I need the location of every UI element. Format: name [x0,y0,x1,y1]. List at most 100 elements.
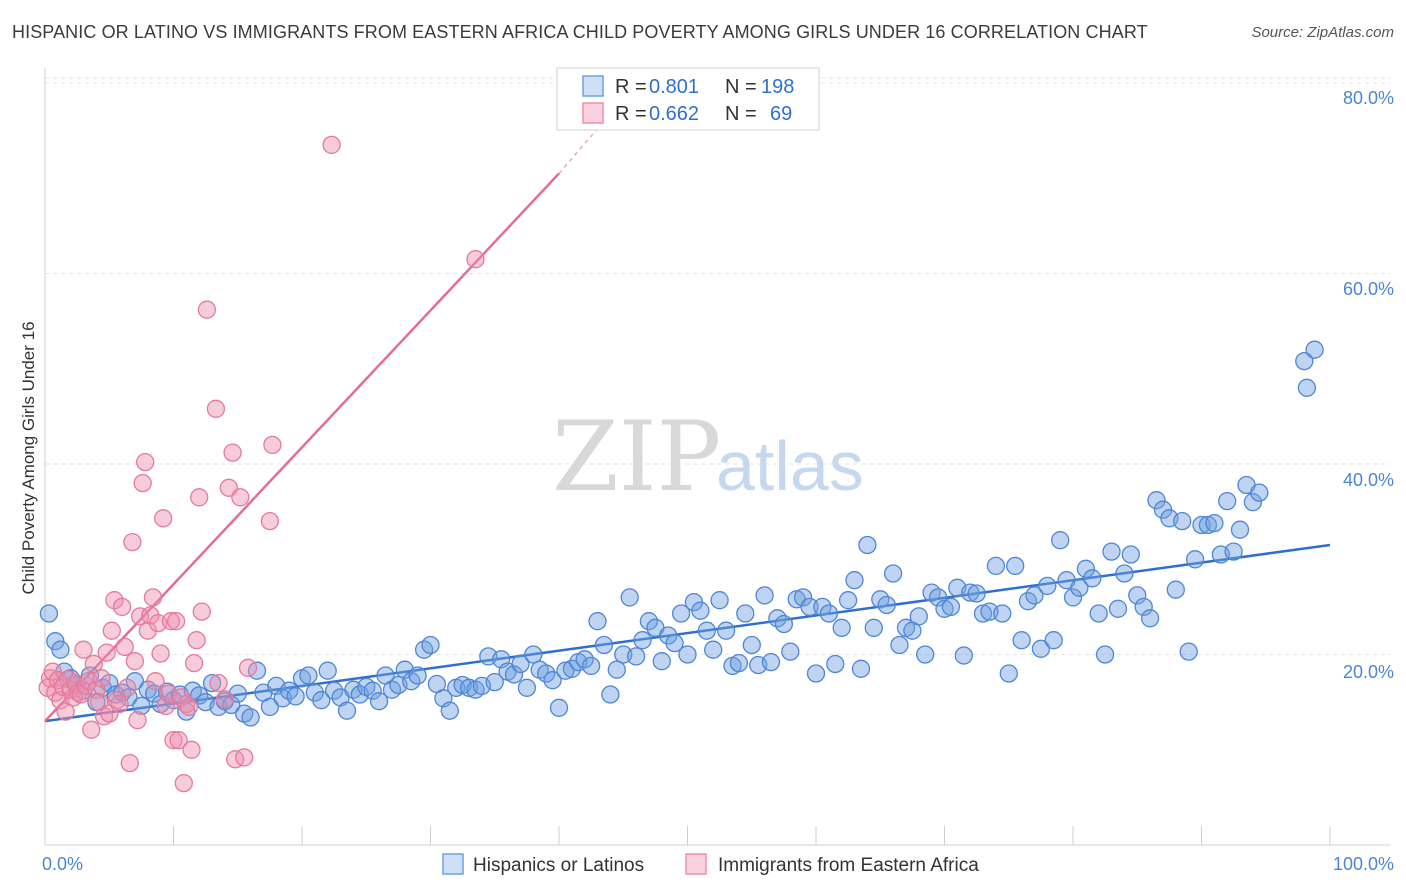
y-axis-label: Child Poverty Among Girls Under 16 [19,321,38,594]
data-point-hispanic [858,535,877,555]
eastern-africa-points [38,135,485,793]
data-point-hispanic [877,595,896,615]
data-point-hispanic [761,652,781,672]
x-ticks [44,826,1331,845]
data-point-hispanic [601,685,620,704]
data-point-hispanic [781,642,800,661]
data-point-hispanic [511,654,530,674]
data-point-eastern-africa [174,773,193,793]
data-point-hispanic [691,601,710,620]
data-point-hispanic [1140,609,1160,628]
watermark: ZIP atlas [552,401,864,513]
data-point-hispanic [408,666,427,685]
y-tick-label-80: 80.0% [1343,88,1394,108]
data-point-eastern-africa [143,588,163,607]
data-point-hispanic [1012,631,1031,650]
data-point-eastern-africa [43,662,62,681]
data-point-hispanic [1108,599,1128,618]
data-point-hispanic [838,591,858,610]
data-point-hispanic [543,671,562,690]
bottom-legend: Hispanics or Latinos Immigrants from Eas… [442,853,979,876]
legend-n-label-2: N = [725,103,757,125]
hispanic-points [39,340,1324,727]
data-point-eastern-africa [110,694,129,714]
legend-swatch-hispanic [582,75,604,97]
data-point-eastern-africa [120,753,139,773]
watermark-atlas: atlas [716,427,864,505]
data-point-eastern-africa [238,658,258,677]
data-point-eastern-africa [184,653,204,673]
data-point-hispanic [800,597,819,617]
data-point-hispanic [928,588,948,607]
data-point-hispanic [729,653,749,673]
legend-r-label-1: R = [615,76,647,98]
data-point-hispanic [864,618,883,637]
y-tick-label-20: 20.0% [1343,662,1394,682]
x-tick-label-100: 100.0% [1333,854,1394,874]
data-point-eastern-africa [138,621,157,640]
data-point-hispanic [318,661,337,680]
data-point-eastern-africa [84,654,103,674]
data-point-hispanic [324,681,344,700]
data-point-hispanic [813,597,832,617]
data-point-hispanic [1243,492,1263,512]
data-point-hispanic [549,698,569,717]
data-point-eastern-africa [141,606,160,625]
data-point-hispanic [819,604,839,623]
data-point-hispanic [671,604,691,623]
data-point-eastern-africa [102,621,121,640]
data-point-eastern-africa [128,711,147,730]
data-point-hispanic [588,612,607,631]
data-point-hispanic [1295,351,1314,371]
data-point-hispanic [562,659,582,678]
data-point-hispanic [826,654,845,674]
data-point-eastern-africa [231,488,250,507]
data-point-hispanic [973,604,993,623]
chart-title: HISPANIC OR LATINO VS IMMIGRANTS FROM EA… [12,22,1148,42]
data-point-eastern-africa [123,532,142,552]
data-point-hispanic [1218,491,1237,511]
data-point-eastern-africa [235,748,254,767]
data-point-hispanic [485,672,504,692]
data-point-eastern-africa [74,640,93,659]
data-point-hispanic [369,692,389,711]
data-point-hispanic [299,666,318,685]
data-point-hispanic [337,701,357,720]
bottom-legend-swatch-hispanic [442,853,464,875]
bottom-legend-swatch-eastern-africa [685,853,707,875]
data-point-hispanic [132,696,151,716]
data-point-hispanic [1063,588,1083,607]
stats-legend: R = 0.801 N = 198 R = 0.662 N = 69 [556,67,820,131]
data-point-eastern-africa [166,612,186,631]
data-point-hispanic [993,604,1012,623]
data-point-hispanic [845,571,864,590]
data-point-hispanic [1025,586,1044,605]
data-point-eastern-africa [151,644,170,663]
data-point-eastern-africa [182,740,201,759]
data-point-hispanic [1051,531,1070,550]
data-point-hispanic [1134,597,1153,617]
data-point-hispanic [1128,586,1147,605]
data-point-eastern-africa [223,443,242,462]
data-point-hispanic [1297,378,1317,397]
data-point-hispanic [305,683,324,702]
data-point-hispanic [1089,604,1108,623]
data-point-eastern-africa [161,612,181,631]
data-point-hispanic [909,607,928,626]
data-point-hispanic [363,681,382,700]
data-point-eastern-africa [215,690,235,709]
data-point-hispanic [806,664,826,683]
data-point-hispanic [890,635,909,655]
data-point-hispanic [742,635,761,655]
data-point-hispanic [1031,639,1051,658]
axes [44,68,1390,846]
data-point-hispanic [704,640,723,659]
data-point-hispanic [916,645,935,664]
data-point-hispanic [736,604,755,623]
data-point-hispanic [1179,642,1198,661]
x-tick-label-0: 0.0% [42,854,83,874]
data-point-hispanic [755,586,774,605]
data-point-hispanic [524,645,543,664]
legend-n-value-2: 69 [770,103,792,125]
